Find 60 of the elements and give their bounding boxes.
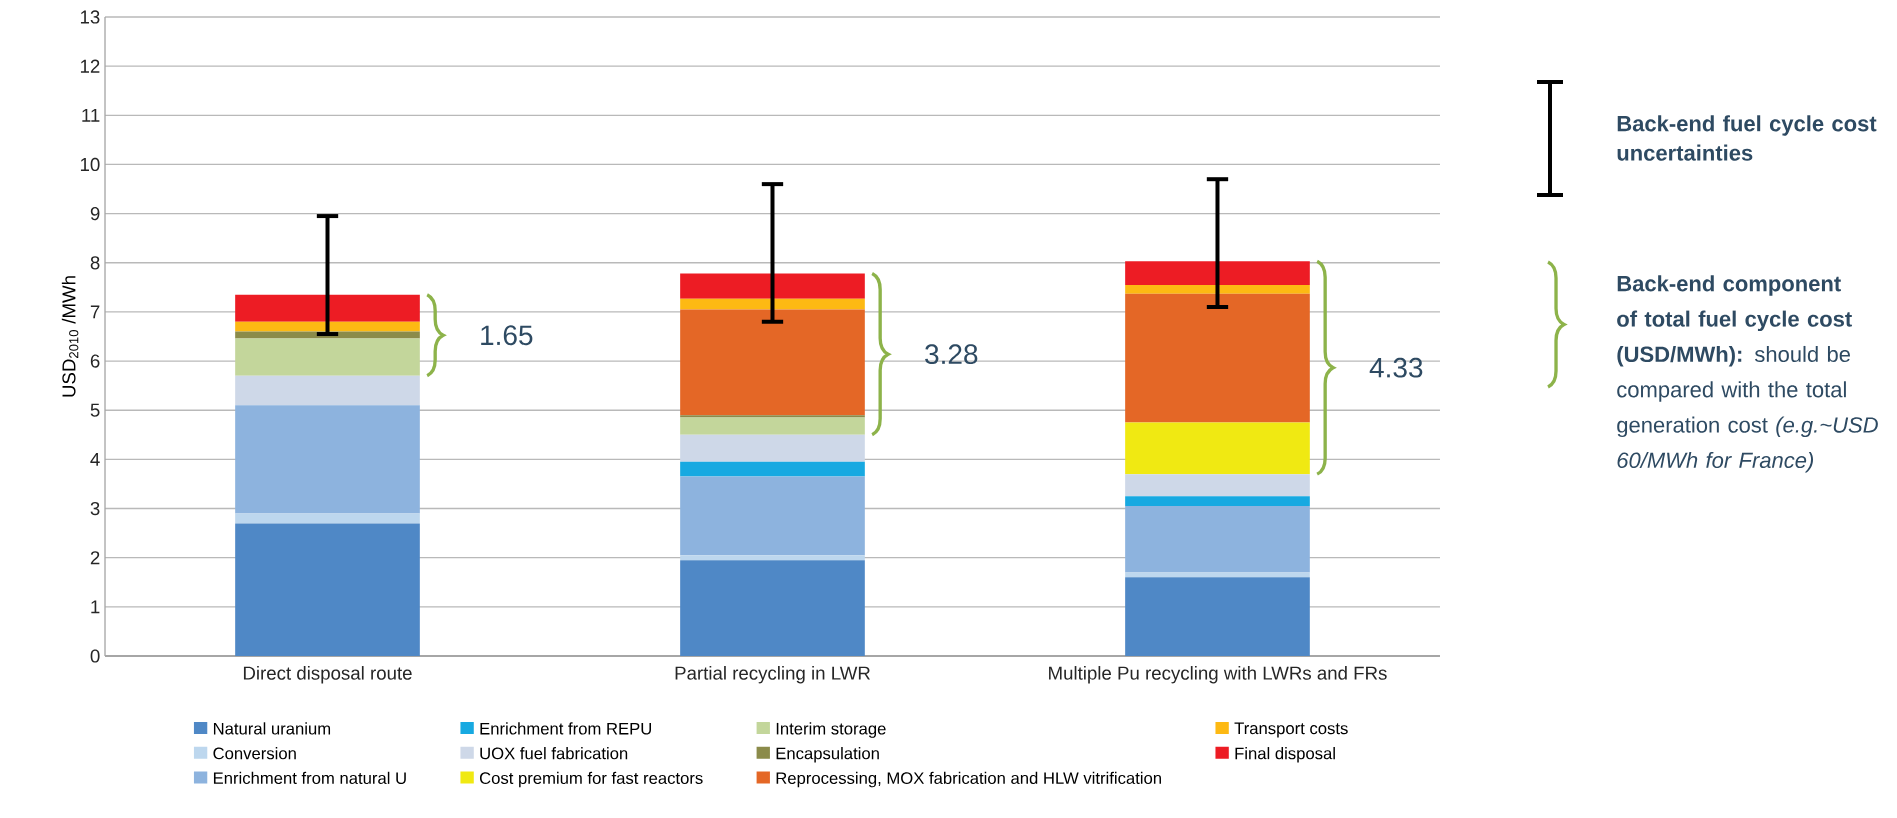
bar <box>1125 293 1310 423</box>
y-tick-label: 2 <box>90 551 100 565</box>
bar <box>235 294 420 322</box>
text: Back-end component of total fuel cycle cost (USD/MWh): should be compared with the total generation cost (e.g.~USD 60/MWh for France) <box>1617 275 1878 473</box>
bar <box>1125 261 1310 285</box>
annotation: 3.28 <box>925 344 978 365</box>
y-tick-label: 1 <box>91 600 100 614</box>
y-tick-label: 12 <box>80 59 100 73</box>
y-tick-label: 5 <box>90 403 100 417</box>
y-axis-title: USD$_{2010}$ /MWh <box>61 276 79 397</box>
y-tick-label: 7 <box>90 305 100 319</box>
y-tick-label: 11 <box>82 108 100 122</box>
x-tick-label: Multiple Pu recycling with LWRs and FRs <box>1049 666 1387 684</box>
legend-label: Enrichment from natural U <box>213 771 406 785</box>
bar <box>680 273 865 299</box>
y-tick-label: 0 <box>90 649 100 663</box>
annotation: 4.33 <box>1369 357 1423 378</box>
bar <box>680 461 865 477</box>
bar <box>235 338 420 376</box>
legend-label: Natural uranium <box>213 722 331 735</box>
bar <box>680 560 865 656</box>
y-tick-label: 4 <box>90 452 100 466</box>
bar <box>1125 506 1310 573</box>
legend-label: Conversion <box>213 747 296 760</box>
legend-label: UOX fuel fabrication <box>480 747 628 760</box>
bar <box>235 405 420 514</box>
legend-label: Reprocessing, MOX fabrication and HLW vitrification <box>776 771 1161 788</box>
bar <box>680 417 865 435</box>
y-tick-label: 6 <box>90 354 100 368</box>
bar <box>1125 572 1310 578</box>
bar <box>235 513 420 524</box>
y-tick-label: 3 <box>90 501 100 516</box>
bar <box>1125 422 1310 475</box>
bar <box>680 298 865 310</box>
legend-label: Final disposal <box>1235 747 1335 763</box>
bar <box>235 523 420 656</box>
legend-label: Enrichment from REPU <box>480 722 651 735</box>
legend-label: Encapsulation <box>776 747 879 763</box>
bar <box>1125 284 1310 294</box>
y-tick-label: 10 <box>80 157 100 172</box>
x-tick-label: Direct disposal route <box>243 666 412 684</box>
bar <box>235 375 420 406</box>
bar <box>680 309 865 416</box>
bar <box>680 476 865 556</box>
text: Back-end fuel cycle cost uncertainties <box>1617 115 1877 161</box>
bar <box>235 321 420 332</box>
legend-label: Cost premium for fast reactors <box>479 771 703 788</box>
legend-label: Interim storage <box>776 722 886 738</box>
x-tick-label: Partial recycling in LWR <box>675 666 870 684</box>
bar <box>680 434 865 462</box>
y-tick-label: 8 <box>90 256 100 270</box>
bar <box>680 555 865 561</box>
y-tick-label: 9 <box>90 206 100 221</box>
bar <box>1125 496 1310 507</box>
legend-label: Transport costs <box>1234 722 1348 738</box>
bar <box>1125 474 1310 497</box>
bar <box>680 415 865 418</box>
annotation: 1.65 <box>481 325 533 346</box>
y-tick-label: 13 <box>80 10 100 24</box>
bar <box>1125 577 1310 656</box>
